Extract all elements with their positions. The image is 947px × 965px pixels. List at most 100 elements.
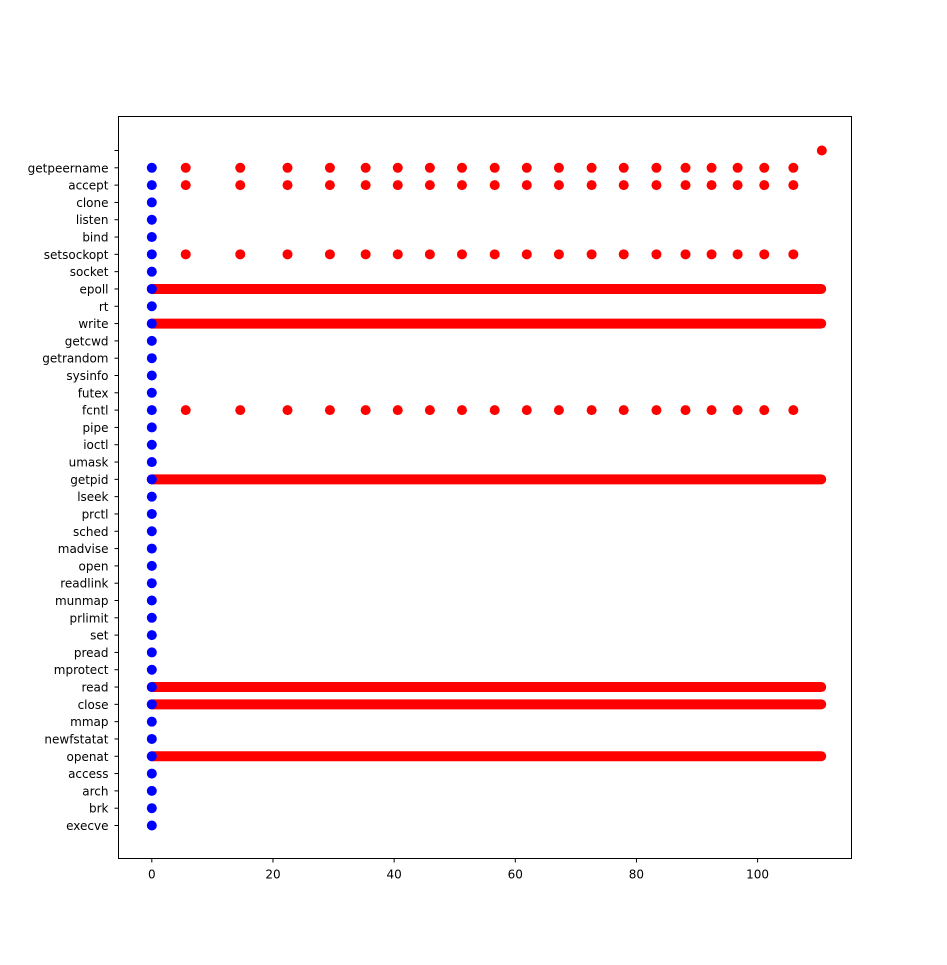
y-tick-label: arch bbox=[82, 784, 108, 798]
data-point-mmap bbox=[146, 716, 157, 727]
data-point-fcntl bbox=[235, 405, 246, 416]
y-tick-label: fcntl bbox=[82, 404, 108, 418]
data-point-accept bbox=[586, 180, 597, 191]
y-tick-label: brk bbox=[89, 802, 109, 816]
data-point-setsockopt bbox=[618, 249, 629, 260]
data-point-accept bbox=[324, 180, 335, 191]
data-point-access bbox=[146, 768, 157, 779]
data-point-fcntl bbox=[788, 405, 799, 416]
data-point-close bbox=[146, 699, 157, 710]
data-point-pipe bbox=[146, 422, 157, 433]
data-point-prlimit bbox=[146, 612, 157, 623]
y-tick-label: umask bbox=[69, 456, 109, 470]
data-point-getpeername bbox=[618, 162, 629, 173]
y-tick-label: getcwd bbox=[65, 334, 109, 348]
data-point-fcntl bbox=[489, 405, 500, 416]
data-point-getpeername bbox=[146, 162, 157, 173]
y-tick-label: bind bbox=[82, 231, 108, 245]
data-point-listen bbox=[146, 214, 157, 225]
data-point-fcntl bbox=[521, 405, 532, 416]
y-tick-label: openat bbox=[66, 750, 108, 764]
data-point-fcntl bbox=[282, 405, 293, 416]
data-point-setsockopt bbox=[759, 249, 770, 260]
data-point-setsockopt bbox=[180, 249, 191, 260]
y-tick-label: close bbox=[78, 698, 109, 712]
y-tick-label: execve bbox=[66, 819, 108, 833]
data-point-accept bbox=[521, 180, 532, 191]
y-tick-label: mprotect bbox=[54, 663, 109, 677]
y-tick-label: setsockopt bbox=[44, 248, 109, 262]
y-tick-label: read bbox=[81, 681, 108, 695]
data-point-getpeername bbox=[732, 162, 743, 173]
data-point-bind bbox=[146, 232, 157, 243]
data-point-getpeername bbox=[456, 162, 467, 173]
data-point-openat bbox=[146, 751, 157, 762]
data-point-fcntl bbox=[651, 405, 662, 416]
data-point-setsockopt bbox=[392, 249, 403, 260]
y-tick-label: munmap bbox=[55, 594, 109, 608]
data-point-execve bbox=[146, 820, 157, 831]
data-point-setsockopt bbox=[489, 249, 500, 260]
data-point-getpeername bbox=[586, 162, 597, 173]
y-tick-label: socket bbox=[70, 265, 109, 279]
data-point-setsockopt bbox=[732, 249, 743, 260]
data-point-lseek bbox=[146, 491, 157, 502]
data-point-getpeername bbox=[706, 162, 717, 173]
data-point-fcntl bbox=[553, 405, 564, 416]
data-point-fcntl bbox=[618, 405, 629, 416]
plot-frame bbox=[118, 116, 852, 859]
y-tick-label: rt bbox=[99, 300, 109, 314]
data-point-accept bbox=[146, 180, 157, 191]
data-point-setsockopt bbox=[553, 249, 564, 260]
data-point-sched bbox=[146, 526, 157, 537]
data-point-setsockopt bbox=[788, 249, 799, 260]
data-point-mprotect bbox=[146, 664, 157, 675]
y-tick-label: prlimit bbox=[70, 611, 109, 625]
data-point-setsockopt bbox=[456, 249, 467, 260]
data-band-getpid bbox=[146, 474, 827, 485]
data-point-accept bbox=[392, 180, 403, 191]
data-point-fcntl bbox=[759, 405, 770, 416]
data-point-getpeername bbox=[651, 162, 662, 173]
data-point-read bbox=[146, 682, 157, 693]
data-point-getpeername bbox=[553, 162, 564, 173]
data-point-write bbox=[146, 318, 157, 329]
y-tick-label: clone bbox=[76, 196, 108, 210]
y-tick-label: listen bbox=[76, 213, 109, 227]
data-point-accept bbox=[180, 180, 191, 191]
data-point-fcntl bbox=[424, 405, 435, 416]
data-point-getpeername bbox=[360, 162, 371, 173]
y-tick-label: pipe bbox=[83, 421, 109, 435]
y-tick-label: sched bbox=[73, 525, 108, 539]
data-point-fcntl bbox=[706, 405, 717, 416]
y-tick-label: madvise bbox=[58, 542, 109, 556]
y-tick-label: write bbox=[78, 317, 108, 331]
data-point-setsockopt bbox=[360, 249, 371, 260]
data-band-close bbox=[146, 699, 827, 710]
data-point-fcntl bbox=[456, 405, 467, 416]
data-point-sysinfo bbox=[146, 370, 157, 381]
data-point-futex bbox=[146, 387, 157, 398]
data-point-accept bbox=[424, 180, 435, 191]
data-point-single bbox=[816, 145, 827, 156]
data-point-munmap bbox=[146, 595, 157, 606]
y-tick-label: readlink bbox=[60, 577, 108, 591]
data-point-open bbox=[146, 560, 157, 571]
data-point-pread bbox=[146, 647, 157, 658]
data-point-fcntl bbox=[680, 405, 691, 416]
data-point-socket bbox=[146, 266, 157, 277]
y-tick-label: set bbox=[90, 629, 109, 643]
y-tick-label: prctl bbox=[82, 507, 109, 521]
x-tick-label: 60 bbox=[508, 868, 523, 882]
y-tick-label: futex bbox=[78, 386, 109, 400]
data-band-write bbox=[146, 318, 827, 329]
data-point-accept bbox=[360, 180, 371, 191]
data-point-accept bbox=[235, 180, 246, 191]
plot-points bbox=[146, 145, 827, 831]
data-point-newfstatat bbox=[146, 733, 157, 744]
data-point-getpeername bbox=[392, 162, 403, 173]
data-point-getpeername bbox=[788, 162, 799, 173]
data-point-getpeername bbox=[759, 162, 770, 173]
data-point-epoll bbox=[146, 283, 157, 294]
data-point-fcntl bbox=[360, 405, 371, 416]
